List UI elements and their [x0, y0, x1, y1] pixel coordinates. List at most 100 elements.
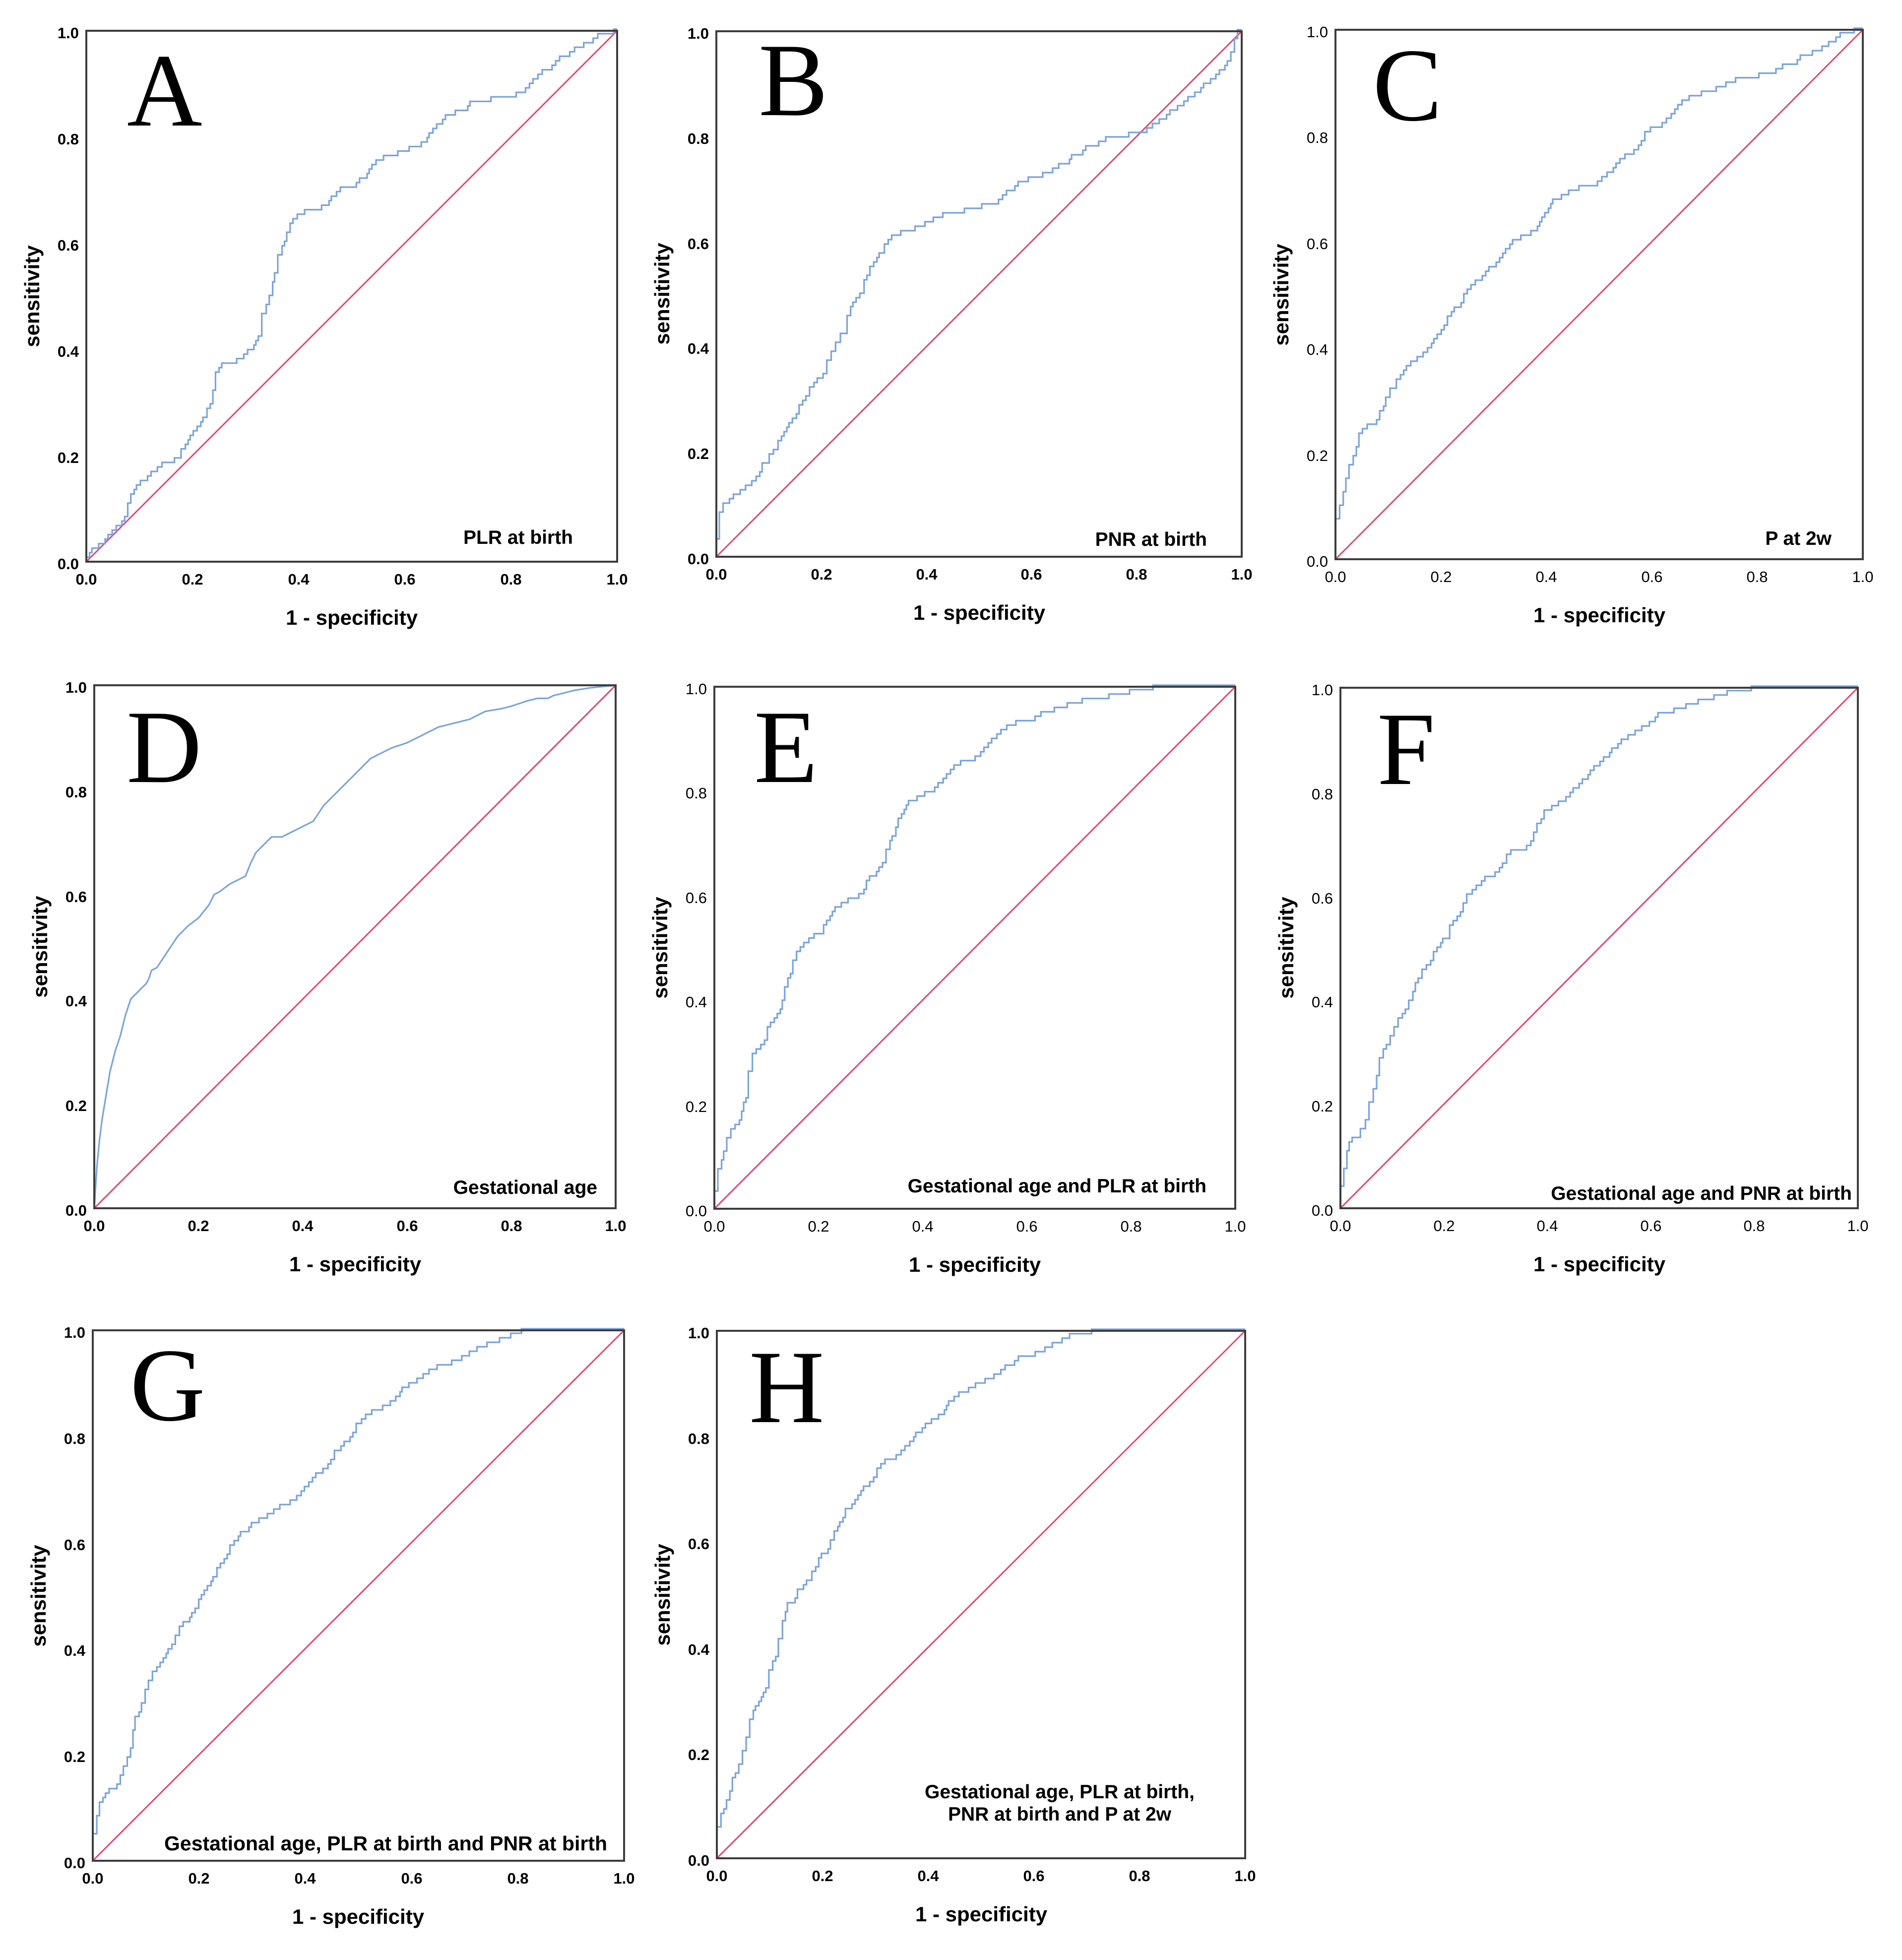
svg-text:A: A [127, 33, 202, 148]
svg-text:sensitivity: sensitivity [28, 896, 52, 998]
svg-text:1 - specificity: 1 - specificity [1533, 1252, 1666, 1276]
svg-text:0.6: 0.6 [688, 235, 709, 253]
svg-text:1.0: 1.0 [1307, 23, 1328, 41]
svg-text:0.4: 0.4 [1307, 341, 1328, 358]
svg-text:0.8: 0.8 [500, 571, 521, 588]
svg-text:1.0: 1.0 [613, 1870, 634, 1887]
svg-text:0.8: 0.8 [688, 1430, 709, 1447]
svg-text:PNR at birth: PNR at birth [1095, 529, 1207, 550]
svg-text:0.2: 0.2 [65, 1097, 87, 1114]
svg-text:0.4: 0.4 [58, 343, 79, 360]
svg-text:0.2: 0.2 [1430, 568, 1452, 586]
svg-text:1.0: 1.0 [1852, 568, 1873, 586]
svg-text:0.4: 0.4 [294, 1870, 316, 1887]
svg-text:0.0: 0.0 [65, 1202, 87, 1219]
svg-text:0.8: 0.8 [1120, 1218, 1141, 1235]
svg-text:0.6: 0.6 [1641, 568, 1662, 586]
svg-text:0.0: 0.0 [706, 1867, 727, 1885]
svg-text:0.4: 0.4 [917, 1867, 939, 1885]
svg-text:1.0: 1.0 [605, 1217, 626, 1235]
svg-text:0.8: 0.8 [58, 131, 79, 148]
svg-text:D: D [127, 690, 202, 805]
svg-text:0.0: 0.0 [1330, 1217, 1351, 1235]
svg-text:0.4: 0.4 [1312, 993, 1333, 1011]
svg-text:0.4: 0.4 [916, 566, 938, 583]
svg-text:0.6: 0.6 [394, 571, 415, 588]
svg-text:sensitivity: sensitivity [1269, 244, 1293, 346]
svg-text:0.6: 0.6 [1312, 890, 1333, 907]
svg-text:0.8: 0.8 [1743, 1217, 1765, 1235]
svg-text:0.8: 0.8 [688, 130, 709, 147]
svg-text:1 - specificity: 1 - specificity [1533, 603, 1666, 627]
svg-text:sensitivity: sensitivity [27, 1545, 50, 1647]
svg-text:0.6: 0.6 [1640, 1217, 1661, 1235]
svg-text:0.6: 0.6 [1016, 1218, 1037, 1235]
svg-text:1.0: 1.0 [688, 1324, 709, 1342]
svg-text:0.6: 0.6 [401, 1870, 422, 1887]
svg-text:0.0: 0.0 [83, 1217, 105, 1235]
svg-text:1.0: 1.0 [1312, 681, 1333, 699]
svg-text:sensitivity: sensitivity [1274, 897, 1298, 999]
svg-text:0.6: 0.6 [1307, 235, 1328, 253]
svg-text:0.4: 0.4 [688, 340, 709, 357]
svg-text:0.8: 0.8 [1307, 129, 1328, 146]
svg-text:1.0: 1.0 [1224, 1218, 1246, 1235]
svg-text:0.2: 0.2 [688, 1746, 709, 1764]
svg-text:0.4: 0.4 [688, 1641, 710, 1658]
svg-text:0.4: 0.4 [1536, 1217, 1558, 1235]
svg-text:0.0: 0.0 [686, 1202, 707, 1220]
svg-text:1.0: 1.0 [1847, 1217, 1868, 1235]
svg-text:Gestational age, PLR at birth,: Gestational age, PLR at birth, [925, 1781, 1195, 1803]
svg-text:B: B [759, 23, 828, 138]
svg-text:0.8: 0.8 [1129, 1867, 1150, 1885]
svg-text:E: E [754, 690, 818, 805]
svg-text:0.6: 0.6 [1020, 566, 1042, 583]
svg-text:0.2: 0.2 [188, 1870, 209, 1887]
svg-text:sensitivity: sensitivity [650, 243, 674, 345]
svg-text:0.0: 0.0 [58, 555, 79, 573]
svg-text:0.8: 0.8 [501, 1217, 522, 1235]
svg-text:sensitivity: sensitivity [651, 1544, 674, 1646]
svg-text:0.8: 0.8 [507, 1870, 528, 1887]
svg-text:0.8: 0.8 [64, 1430, 85, 1447]
svg-text:Gestational age and PNR at bir: Gestational age and PNR at birth [1551, 1183, 1852, 1204]
svg-text:1.0: 1.0 [686, 680, 707, 698]
svg-text:0.8: 0.8 [65, 784, 87, 801]
svg-text:0.6: 0.6 [1023, 1867, 1044, 1885]
svg-text:0.0: 0.0 [82, 1870, 103, 1887]
svg-text:0.2: 0.2 [688, 445, 709, 462]
svg-text:0.4: 0.4 [292, 1217, 314, 1235]
svg-text:0.2: 0.2 [1433, 1217, 1455, 1235]
svg-text:0.2: 0.2 [58, 449, 79, 466]
svg-text:0.2: 0.2 [1307, 447, 1328, 464]
svg-text:C: C [1373, 28, 1442, 143]
svg-text:0.0: 0.0 [1307, 553, 1328, 570]
svg-text:0.6: 0.6 [58, 237, 79, 254]
svg-text:0.2: 0.2 [64, 1748, 85, 1765]
svg-text:0.6: 0.6 [688, 1535, 709, 1553]
svg-text:G: G [130, 1328, 205, 1443]
svg-text:0.0: 0.0 [688, 550, 709, 568]
svg-text:1 - specificity: 1 - specificity [909, 1253, 1041, 1276]
svg-text:0.8: 0.8 [1312, 785, 1333, 803]
svg-text:0.0: 0.0 [688, 1852, 709, 1869]
svg-text:F: F [1377, 692, 1435, 807]
svg-text:Gestational age: Gestational age [453, 1177, 597, 1198]
svg-text:0.2: 0.2 [182, 571, 203, 588]
svg-text:Gestational age and PLR at bir: Gestational age and PLR at birth [908, 1176, 1206, 1197]
svg-text:sensitivity: sensitivity [648, 897, 672, 999]
svg-text:0.2: 0.2 [811, 566, 832, 583]
svg-text:0.0: 0.0 [75, 571, 97, 588]
svg-text:Gestational age, PLR at birth: Gestational age, PLR at birth and PNR at… [164, 1832, 607, 1855]
svg-text:0.6: 0.6 [396, 1217, 418, 1235]
svg-text:0.6: 0.6 [65, 888, 87, 906]
svg-text:1.0: 1.0 [58, 24, 79, 42]
svg-text:1.0: 1.0 [1234, 1867, 1256, 1885]
svg-text:0.8: 0.8 [1126, 566, 1147, 583]
svg-text:0.4: 0.4 [912, 1218, 933, 1235]
svg-text:1 - specificity: 1 - specificity [913, 601, 1046, 624]
svg-text:0.2: 0.2 [686, 1098, 707, 1115]
svg-text:0.4: 0.4 [686, 993, 707, 1011]
svg-text:PLR at birth: PLR at birth [463, 527, 573, 548]
svg-text:1.0: 1.0 [688, 25, 709, 42]
